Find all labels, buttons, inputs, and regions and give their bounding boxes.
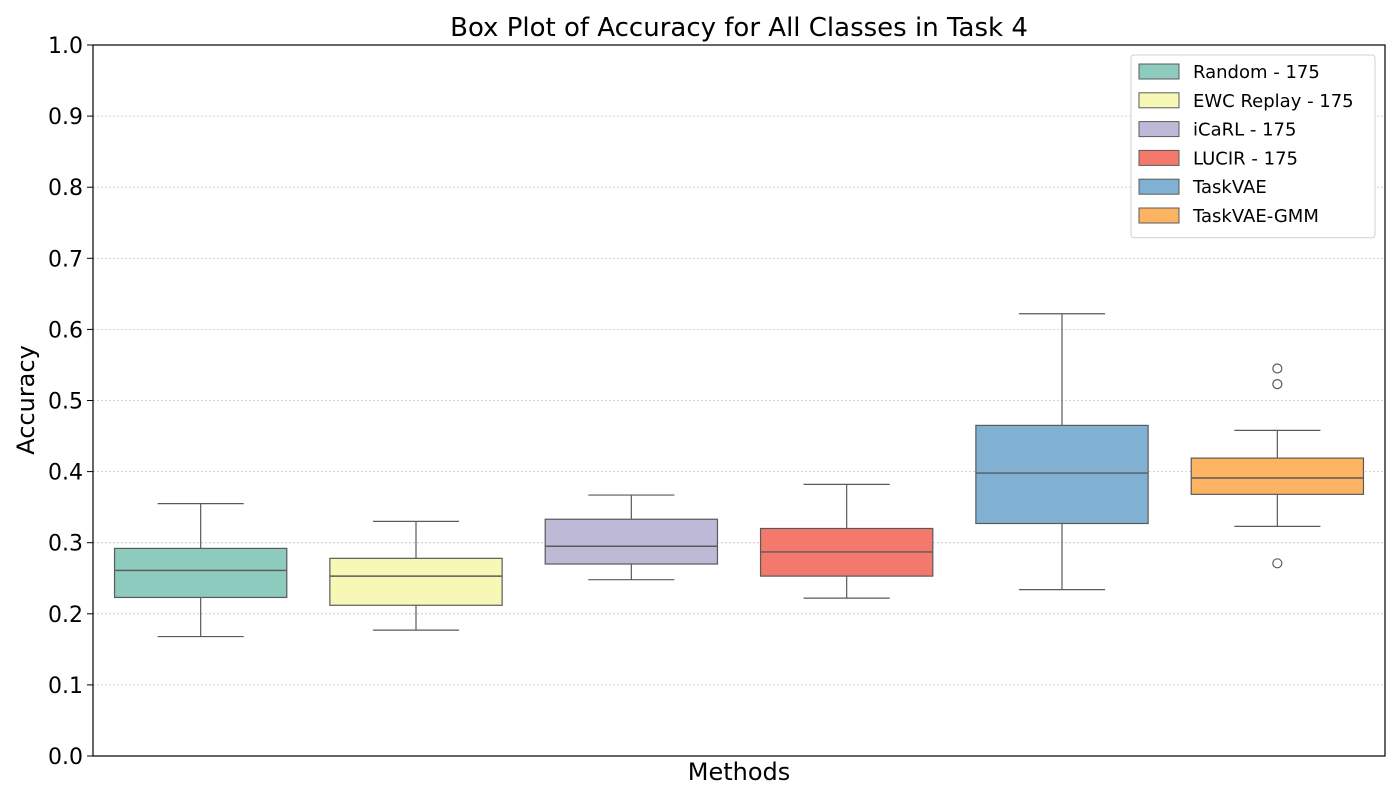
- box-series: [113, 313, 1365, 638]
- box-2: [544, 494, 719, 581]
- y-tick-label: 0.3: [48, 532, 83, 557]
- outlier-point: [1272, 363, 1283, 374]
- y-tick-label: 0.8: [48, 176, 83, 201]
- legend-swatch: [1138, 149, 1180, 166]
- legend-label: TaskVAE: [1192, 177, 1267, 198]
- box-4: [975, 313, 1149, 591]
- y-axis-label: Accuracy: [12, 345, 40, 455]
- box-5: [1190, 363, 1365, 569]
- y-tick-label: 0.1: [48, 674, 83, 699]
- outlier-point: [1272, 379, 1283, 390]
- legend-swatch: [1138, 92, 1180, 109]
- y-tick-label: 0.7: [48, 247, 83, 272]
- y-axis: 0.0 0.1 0.2 0.3 0.4 0.5 0.6 0.7 0.8 0.9 1.0: [48, 34, 93, 770]
- legend-label: TaskVAE-GMM: [1192, 206, 1319, 227]
- iqr-box: [975, 424, 1149, 525]
- plot-frame: [92, 44, 1386, 757]
- legend-swatch: [1138, 207, 1180, 224]
- legend-swatch: [1138, 63, 1180, 80]
- y-tick-label: 0.0: [48, 745, 83, 770]
- iqr-box: [113, 547, 288, 599]
- y-tick-label: 0.4: [48, 461, 83, 486]
- legend-swatch: [1138, 178, 1180, 195]
- y-tick-label: 0.6: [48, 318, 83, 343]
- iqr-box: [1190, 457, 1365, 495]
- iqr-box: [329, 557, 503, 606]
- legend: Random - 175 EWC Replay - 175 iCaRL - 175 L…: [1130, 54, 1376, 239]
- legend-label: Random - 175: [1193, 62, 1320, 83]
- outlier-point: [1272, 558, 1283, 569]
- y-tick-label: 0.2: [48, 603, 83, 628]
- y-tick-label: 1.0: [48, 34, 83, 59]
- legend-label: LUCIR - 175: [1193, 148, 1298, 169]
- legend-frame: [1130, 54, 1376, 239]
- box-3: [759, 483, 934, 599]
- box-1: [329, 520, 503, 631]
- legend-label: iCaRL - 175: [1193, 120, 1296, 141]
- box-0: [113, 502, 288, 638]
- legend-label: EWC Replay - 175: [1193, 91, 1354, 112]
- y-tick-label: 0.9: [48, 105, 83, 130]
- chart-title: Box Plot of Accuracy for All Classes in …: [450, 13, 1028, 43]
- iqr-box: [544, 518, 719, 565]
- legend-swatch: [1138, 121, 1180, 138]
- x-axis-label: Methods: [688, 758, 791, 786]
- y-tick-label: 0.5: [48, 390, 83, 415]
